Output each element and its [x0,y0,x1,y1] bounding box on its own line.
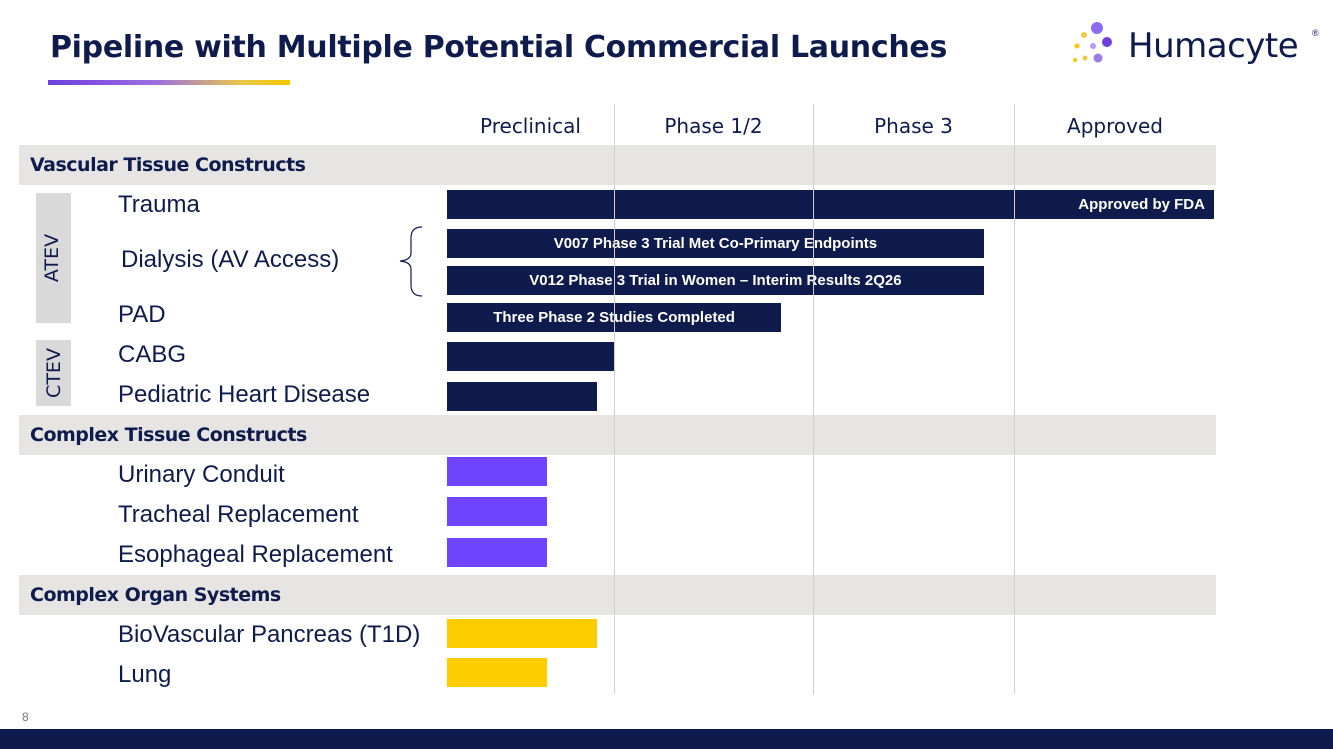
stage-header: Phase 3 [874,114,953,138]
pipeline-bar [447,497,548,526]
bar-label: V012 Phase 3 Trial in Women – Interim Re… [529,272,902,289]
row-label: Urinary Conduit [118,461,285,488]
group-label-3: Complex Organ Systems [30,584,281,606]
group-band [19,415,1216,455]
stage-gridline [813,104,814,694]
group-band [19,145,1216,185]
logo-dot [1074,43,1080,49]
page-title: Pipeline with Multiple Potential Commerc… [50,30,947,65]
row-label: BioVascular Pancreas (T1D) [118,621,421,648]
group-label-2: Complex Tissue Constructs [30,424,307,446]
stage-header: Preclinical [480,114,581,138]
pipeline-bar [447,342,614,371]
logo-dot [1091,22,1103,34]
row-label: PAD [118,301,166,328]
pipeline-bar: V012 Phase 3 Trial in Women – Interim Re… [447,266,984,295]
stage-header: Approved [1067,114,1163,138]
logo-dot [1082,55,1088,61]
logo-dot [1102,37,1112,47]
brace-path [399,226,423,297]
pipeline-bar: V007 Phase 3 Trial Met Co-Primary Endpoi… [447,229,984,258]
pipeline-bar [447,619,598,648]
logo-dot [1073,58,1077,62]
bar-label: Approved by FDA [1078,196,1205,213]
group-band [19,575,1216,615]
row-label: Esophageal Replacement [118,541,393,568]
row-label: Dialysis (AV Access) [121,246,340,273]
pipeline-bar [447,538,548,567]
group-label-1: Vascular Tissue Constructs [30,154,306,176]
logo-dot [1093,53,1103,63]
subgroup-label: ATEV [41,233,64,283]
pipeline-bar: Approved by FDA [447,190,1214,219]
pipeline-bar [447,382,598,411]
title-underline [48,80,290,85]
dialysis-brace [399,226,423,297]
stage-header: Phase 1/2 [664,114,763,138]
pipeline-bar [447,457,548,486]
logo-dots-icon [1073,22,1112,63]
pipeline-bar [447,658,548,687]
row-label: Tracheal Replacement [118,501,359,528]
subgroup-label: CTEV [42,348,65,398]
footer-bar [0,729,1333,749]
stage-gridline [614,104,615,694]
subgroup-box [36,340,71,406]
stage-gridline [1014,104,1015,694]
row-label: Pediatric Heart Disease [118,381,371,408]
bar-label: V007 Phase 3 Trial Met Co-Primary Endpoi… [553,235,878,252]
company-logo: Humacyte ® [1068,18,1330,74]
logo-wordmark: Humacyte [1128,26,1299,66]
subgroup-box [36,193,71,323]
logo-registered-mark: ® [1312,28,1319,38]
page-number: 8 [22,710,29,724]
row-label: Lung [118,661,172,688]
logo-dot [1090,43,1096,49]
logo-dot [1081,32,1087,38]
row-label: CABG [118,341,187,368]
row-label: Trauma [118,191,200,218]
